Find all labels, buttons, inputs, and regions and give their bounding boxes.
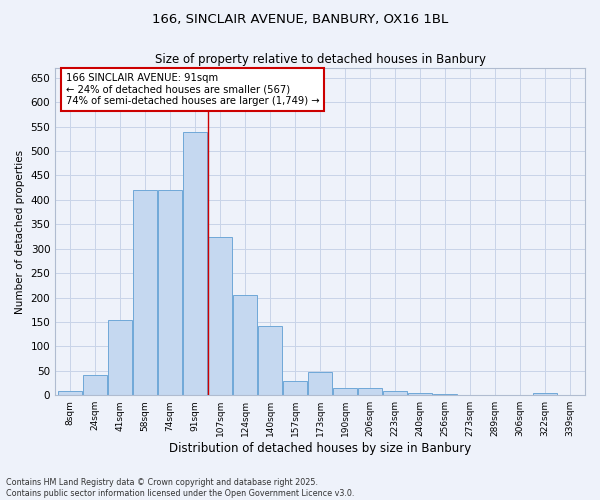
Bar <box>533 393 557 395</box>
Bar <box>208 236 232 395</box>
Bar <box>233 295 257 395</box>
Text: Contains HM Land Registry data © Crown copyright and database right 2025.
Contai: Contains HM Land Registry data © Crown c… <box>6 478 355 498</box>
Title: Size of property relative to detached houses in Banbury: Size of property relative to detached ho… <box>155 52 485 66</box>
Y-axis label: Number of detached properties: Number of detached properties <box>15 150 25 314</box>
Text: 166, SINCLAIR AVENUE, BANBURY, OX16 1BL: 166, SINCLAIR AVENUE, BANBURY, OX16 1BL <box>152 12 448 26</box>
Bar <box>283 380 307 395</box>
Bar <box>158 190 182 395</box>
Bar <box>408 393 432 395</box>
Bar <box>383 392 407 395</box>
Bar <box>133 190 157 395</box>
Bar <box>83 374 107 395</box>
Bar <box>358 388 382 395</box>
Bar <box>333 388 357 395</box>
Bar <box>58 392 82 395</box>
Bar <box>433 394 457 395</box>
Bar <box>183 132 207 395</box>
Bar <box>108 320 132 395</box>
Bar <box>308 372 332 395</box>
X-axis label: Distribution of detached houses by size in Banbury: Distribution of detached houses by size … <box>169 442 471 455</box>
Bar <box>258 326 282 395</box>
Text: 166 SINCLAIR AVENUE: 91sqm
← 24% of detached houses are smaller (567)
74% of sem: 166 SINCLAIR AVENUE: 91sqm ← 24% of deta… <box>66 73 319 106</box>
